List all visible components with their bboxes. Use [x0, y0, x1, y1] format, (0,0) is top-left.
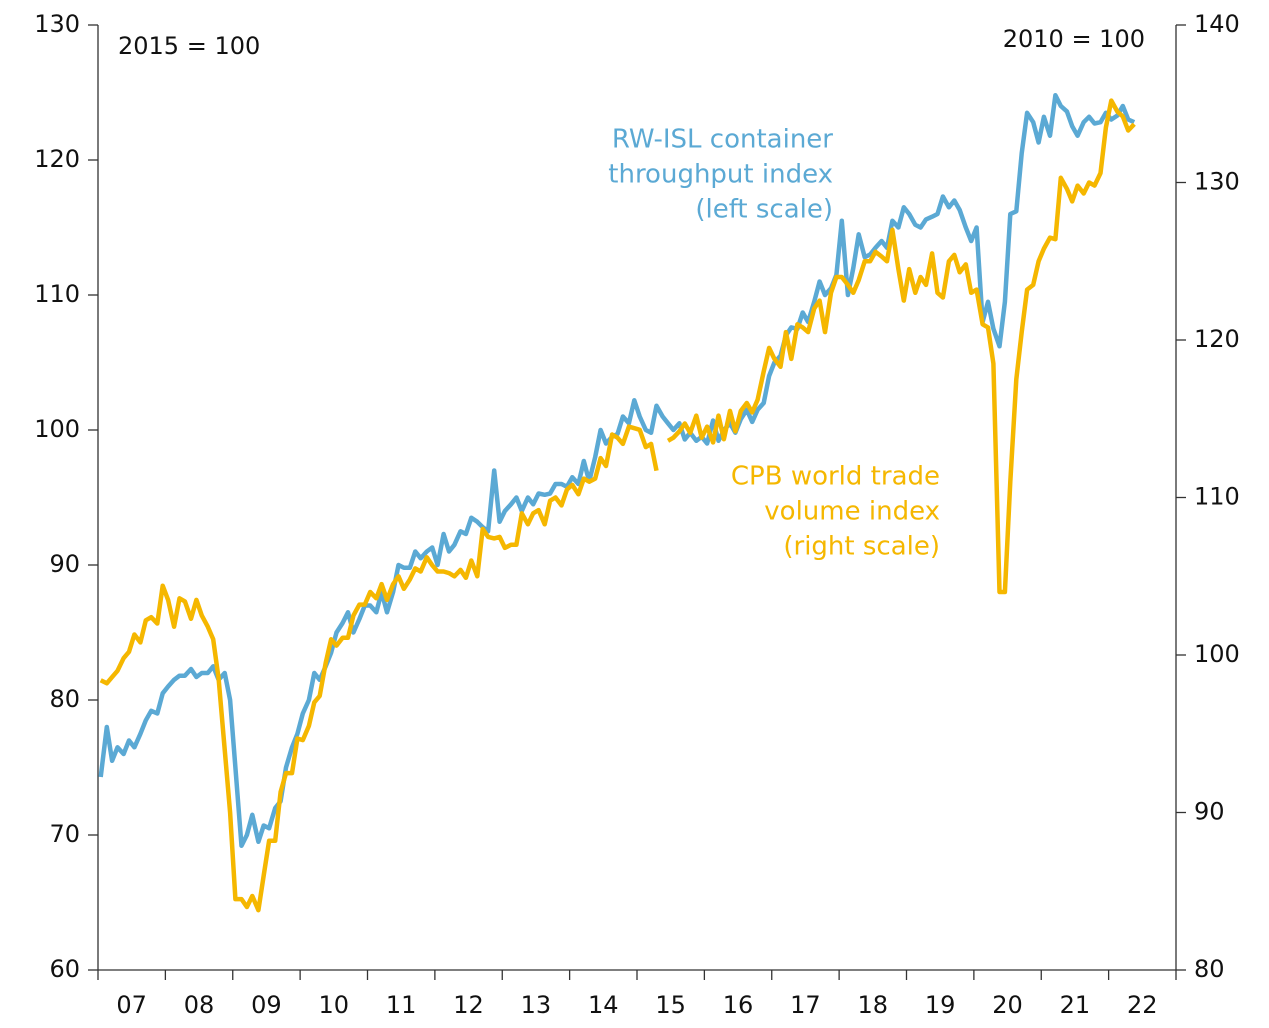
x-tick-label: 13: [521, 991, 552, 1019]
series-label: CPB world trade: [731, 462, 940, 492]
right-base-note: 2010 = 100: [1003, 25, 1145, 53]
x-tick-label: 18: [858, 991, 889, 1019]
y-tick-label: 100: [34, 415, 80, 443]
x-tick-label: 21: [1060, 991, 1091, 1019]
left-base-note: 2015 = 100: [118, 32, 260, 60]
x-tick-label: 11: [386, 991, 417, 1019]
y-tick-label: 130: [34, 10, 80, 38]
y-tick-label: 70: [49, 820, 80, 848]
y2-tick-label: 140: [1194, 10, 1240, 38]
x-tick-label: 19: [925, 991, 956, 1019]
series-line: [98, 92, 1136, 849]
y-tick-label: 60: [49, 955, 80, 983]
y-tick-label: 90: [49, 550, 80, 578]
series-label: RW-ISL container: [612, 125, 833, 155]
series-label: throughput index: [608, 160, 833, 190]
y-tick-label: 110: [34, 280, 80, 308]
y2-tick-label: 80: [1194, 955, 1225, 983]
series-label: (left scale): [695, 195, 833, 225]
x-tick-label: 20: [992, 991, 1023, 1019]
y2-tick-label: 120: [1194, 325, 1240, 353]
y2-tick-label: 110: [1194, 483, 1240, 511]
x-tick-label: 17: [790, 991, 821, 1019]
x-tick-label: 16: [723, 991, 754, 1019]
y-tick-label: 120: [34, 145, 80, 173]
x-tick-label: 07: [116, 991, 147, 1019]
y2-tick-label: 130: [1194, 168, 1240, 196]
series-label: (right scale): [783, 532, 940, 562]
series-label: volume index: [764, 497, 940, 527]
x-tick-label: 22: [1127, 991, 1158, 1019]
series-line: [99, 98, 1136, 913]
y2-tick-label: 100: [1194, 640, 1240, 668]
y-tick-label: 80: [49, 685, 80, 713]
x-tick-label: 15: [655, 991, 686, 1019]
x-tick-label: 10: [319, 991, 350, 1019]
x-tick-label: 08: [184, 991, 215, 1019]
x-tick-label: 09: [251, 991, 282, 1019]
y2-tick-label: 90: [1194, 798, 1225, 826]
x-tick-label: 12: [453, 991, 484, 1019]
x-tick-label: 14: [588, 991, 619, 1019]
